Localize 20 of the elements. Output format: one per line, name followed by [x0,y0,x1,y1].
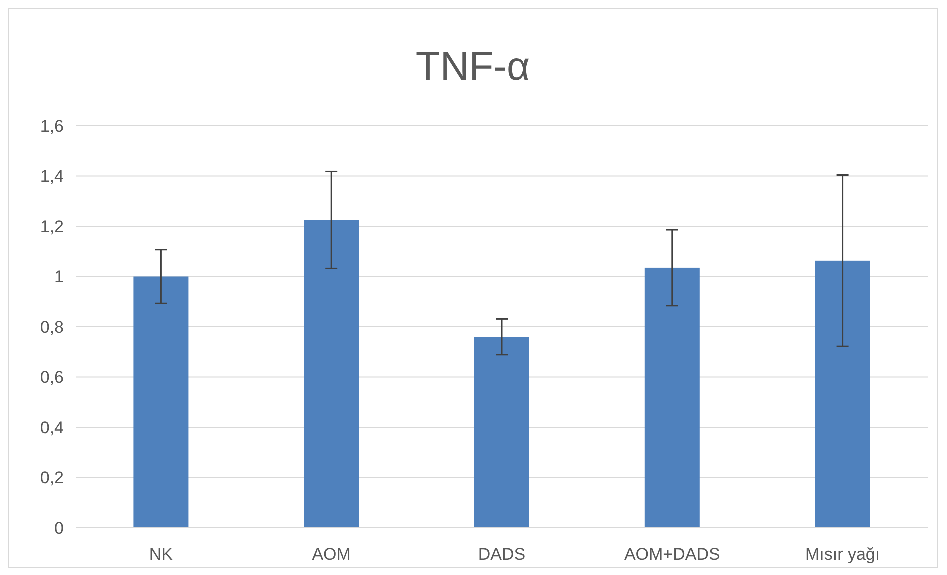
x-tick-label: NK [149,545,174,564]
y-tick-label: 1,6 [40,116,64,136]
x-tick-label: DADS [478,545,526,564]
bar [304,220,360,528]
y-tick-label: 0,2 [40,468,64,488]
y-tick-label: 0 [54,518,64,538]
y-tick-label: 0,4 [40,418,64,438]
bar [815,260,870,528]
bar [644,268,700,528]
bar [474,337,530,528]
y-tick-label: 0,8 [40,318,64,337]
x-tick-label: AOM+DADS [624,545,720,564]
y-tick-label: 0,6 [40,368,64,388]
y-tick-label: 1,4 [40,167,64,186]
x-tick-label: AOM [312,545,351,564]
bar [134,276,189,528]
y-tick-label: 1 [54,268,64,287]
y-tick-label: 1,2 [40,217,64,236]
x-tick-label: Mısır yağı [805,545,880,564]
chart-title: TNF-α [416,45,530,89]
